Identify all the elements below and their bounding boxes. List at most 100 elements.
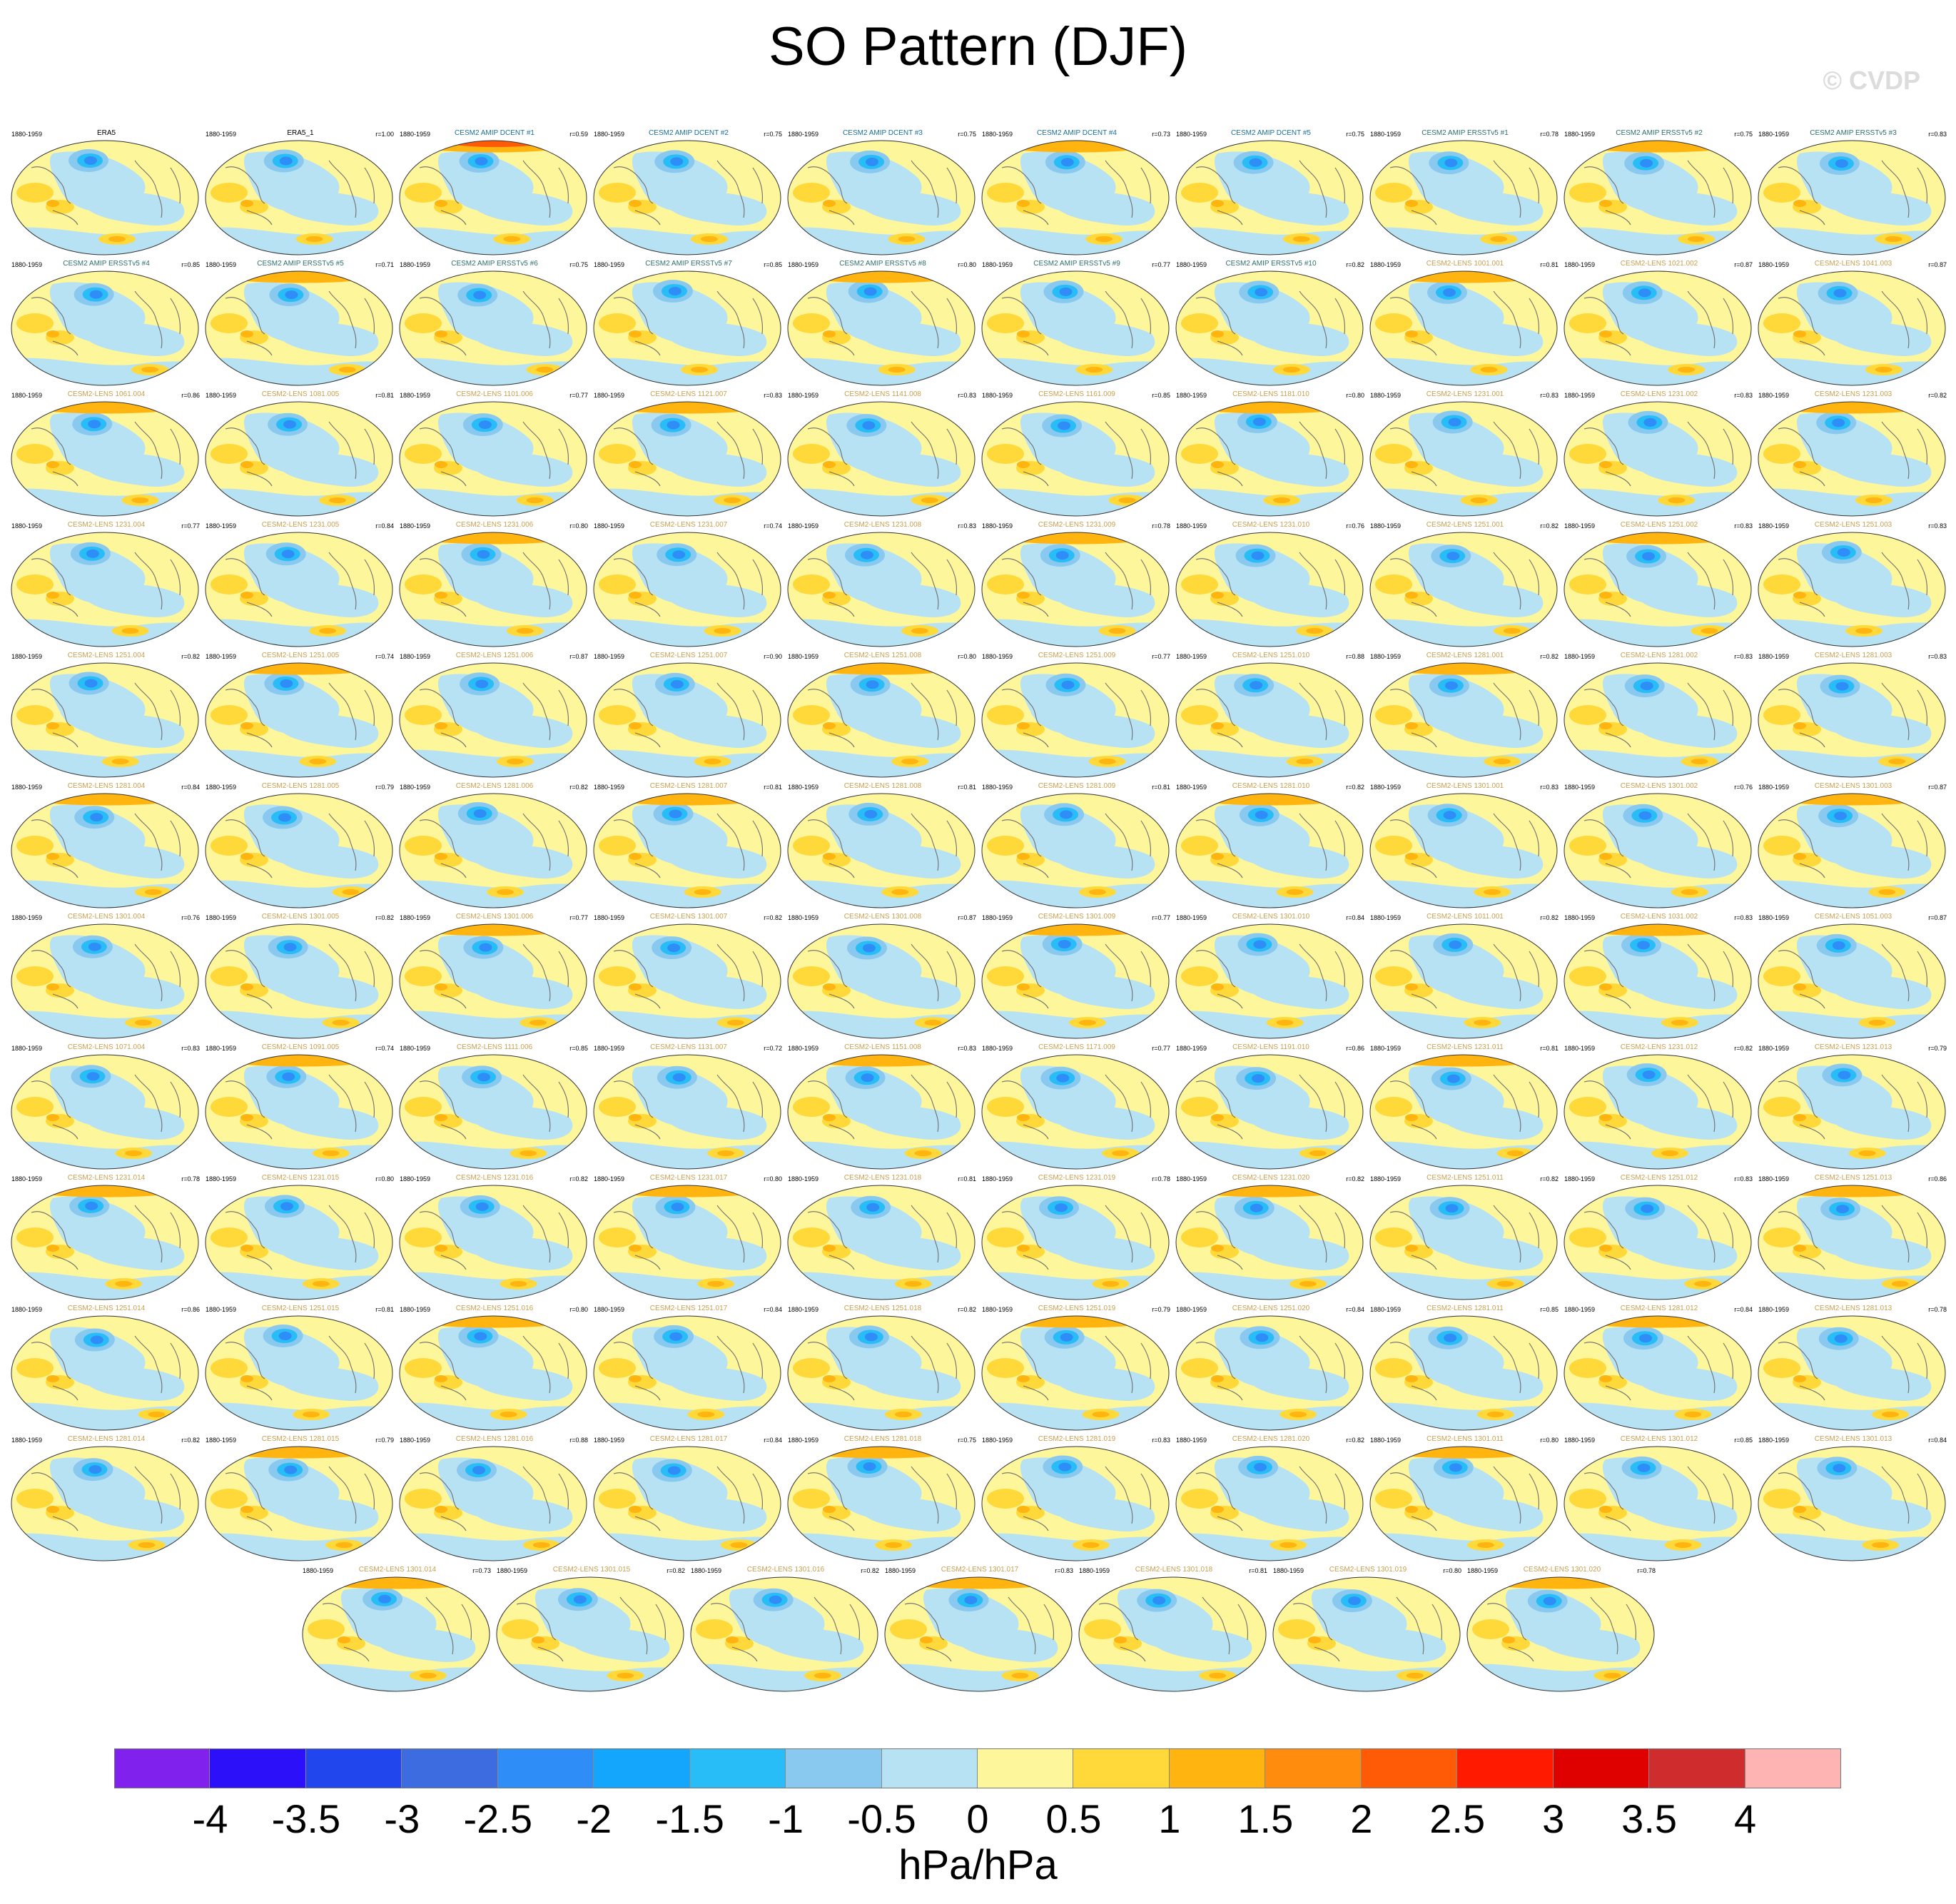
panel-correlation: r=0.74 [375, 653, 394, 660]
colorbar-tick-label: -3.5 [271, 1796, 341, 1841]
panel-period: 1880-1959 [303, 1567, 334, 1574]
panel-period: 1880-1959 [11, 261, 43, 268]
panel-correlation: r=0.79 [375, 1437, 394, 1444]
panel-period: 1880-1959 [1758, 261, 1790, 268]
panel-title: CESM2-LENS 1281.004 [67, 782, 146, 790]
panel-period: 1880-1959 [982, 914, 1013, 921]
panel-period: 1880-1959 [1176, 914, 1207, 921]
colorbar-tick-label: -4 [192, 1796, 228, 1841]
panel-period: 1880-1959 [1564, 1175, 1596, 1183]
global-map [302, 1576, 490, 1692]
panel-period: 1880-1959 [1176, 653, 1207, 660]
global-map [496, 1576, 684, 1692]
panel-correlation: r=0.80 [958, 653, 976, 660]
global-map [1758, 662, 1946, 778]
panel-correlation: r=0.83 [181, 1045, 200, 1052]
map-panel: 1880-1959 CESM2-LENS 1061.004 r=0.86 [10, 390, 203, 522]
map-panel: 1880-1959 CESM2 AMIP ERSSTv5 #9 r=0.77 [980, 260, 1173, 391]
panel-period: 1880-1959 [788, 522, 819, 530]
global-map [1369, 1446, 1558, 1561]
panel-title: CESM2-LENS 1181.010 [1232, 390, 1309, 398]
global-map [1369, 1054, 1558, 1170]
map-panel: 1880-1959 CESM2-LENS 1231.020 r=0.82 [1175, 1174, 1367, 1305]
panel-period: 1880-1959 [982, 1437, 1013, 1444]
map-panel: 1880-1959 CESM2-LENS 1151.008 r=0.83 [786, 1043, 979, 1175]
global-map [1758, 140, 1946, 255]
colorbar-tick-label: -3 [384, 1796, 420, 1841]
panel-period: 1880-1959 [1758, 1306, 1790, 1313]
panel-title: CESM2-LENS 1171.009 [1038, 1043, 1115, 1051]
map-panel: 1880-1959 CESM2-LENS 1231.017 r=0.80 [592, 1174, 785, 1305]
global-map [981, 793, 1170, 908]
panel-title: CESM2-LENS 1251.019 [1038, 1305, 1116, 1312]
panel-title: CESM2-LENS 1251.002 [1620, 521, 1698, 529]
panel-correlation: r=0.85 [764, 261, 782, 268]
panel-period: 1880-1959 [206, 653, 237, 660]
panel-correlation: r=0.84 [764, 1306, 782, 1313]
panel-period: 1880-1959 [1176, 784, 1207, 791]
panel-title: CESM2-LENS 1281.009 [1038, 782, 1116, 790]
global-map [1758, 270, 1946, 386]
panel-period: 1880-1959 [1758, 392, 1790, 399]
panel-correlation: r=0.74 [764, 522, 782, 530]
panel-period: 1880-1959 [982, 784, 1013, 791]
global-map [1175, 532, 1364, 647]
panel-correlation: r=0.82 [181, 1437, 200, 1444]
global-map [787, 793, 976, 908]
panel-period: 1880-1959 [1758, 784, 1790, 791]
panel-title: CESM2-LENS 1111.006 [456, 1043, 533, 1051]
map-panel: 1880-1959 CESM2-LENS 1251.014 r=0.86 [10, 1305, 203, 1436]
global-map [205, 1315, 393, 1431]
panel-title: CESM2-LENS 1301.004 [67, 913, 146, 921]
map-panel: 1880-1959 CESM2-LENS 1301.013 r=0.84 [1757, 1435, 1950, 1566]
panel-correlation: r=0.87 [1734, 261, 1753, 268]
panel-period: 1880-1959 [982, 1045, 1013, 1052]
map-panel: 1880-1959 CESM2-LENS 1301.001 r=0.83 [1369, 782, 1561, 913]
panel-title: CESM2 AMIP ERSSTv5 #1 [1422, 129, 1509, 137]
panel-correlation: r=0.87 [1928, 261, 1947, 268]
panel-correlation: r=0.85 [569, 1045, 588, 1052]
panel-title: CESM2-LENS 1231.016 [455, 1174, 534, 1182]
panel-period: 1880-1959 [1176, 1306, 1207, 1313]
global-map [1369, 793, 1558, 908]
panel-title: CESM2-LENS 1301.016 [746, 1566, 825, 1574]
panel-period: 1880-1959 [982, 522, 1013, 530]
panel-period: 1880-1959 [1564, 914, 1596, 921]
panel-title: CESM2 AMIP ERSSTv5 #9 [1033, 260, 1120, 268]
map-panel: 1880-1959 CESM2-LENS 1251.015 r=0.81 [204, 1305, 397, 1436]
panel-period: 1880-1959 [594, 522, 625, 530]
panel-correlation: r=0.78 [1152, 1175, 1170, 1183]
panel-correlation: r=0.73 [472, 1567, 491, 1574]
panel-correlation: r=0.85 [1152, 392, 1170, 399]
global-map [1564, 270, 1752, 386]
panel-title: CESM2-LENS 1281.011 [1427, 1305, 1504, 1312]
map-panel: 1880-1959 CESM2-LENS 1081.005 r=0.81 [204, 390, 397, 522]
panel-title: CESM2-LENS 1301.018 [1135, 1566, 1213, 1574]
panel-correlation: r=0.75 [764, 131, 782, 138]
map-panel: 1880-1959 CESM2-LENS 1231.004 r=0.77 [10, 521, 203, 652]
colorbar-segment [1169, 1748, 1266, 1788]
map-panel: 1880-1959 CESM2-LENS 1281.005 r=0.79 [204, 782, 397, 913]
global-map [399, 532, 587, 647]
panel-title: CESM2-LENS 1251.006 [455, 652, 534, 659]
panel-title: CESM2-LENS 1301.019 [1329, 1566, 1407, 1574]
map-panel: 1880-1959 CESM2-LENS 1251.017 r=0.84 [592, 1305, 785, 1436]
map-panel: 1880-1959 CESM2-LENS 1301.015 r=0.82 [495, 1566, 688, 1697]
global-map [1564, 140, 1752, 255]
map-panel: 1880-1959 CESM2-LENS 1281.008 r=0.81 [786, 782, 979, 913]
panel-correlation: r=0.82 [181, 653, 200, 660]
global-map [205, 1054, 393, 1170]
global-map [787, 1446, 976, 1561]
panel-correlation: r=0.84 [764, 1437, 782, 1444]
panel-correlation: r=0.82 [1540, 914, 1559, 921]
global-map [1369, 532, 1558, 647]
panel-period: 1880-1959 [982, 392, 1013, 399]
colorbar-segment [1073, 1748, 1170, 1788]
colorbar-segment [1265, 1748, 1362, 1788]
panel-correlation: r=0.83 [1928, 131, 1947, 138]
global-map [981, 1446, 1170, 1561]
panel-title: CESM2-LENS 1101.006 [456, 390, 533, 398]
panel-title: CESM2-LENS 1281.012 [1620, 1305, 1698, 1312]
panel-correlation: r=0.82 [1734, 1045, 1753, 1052]
map-panel: 1880-1959 CESM2 AMIP ERSSTv5 #1 r=0.78 [1369, 129, 1561, 260]
